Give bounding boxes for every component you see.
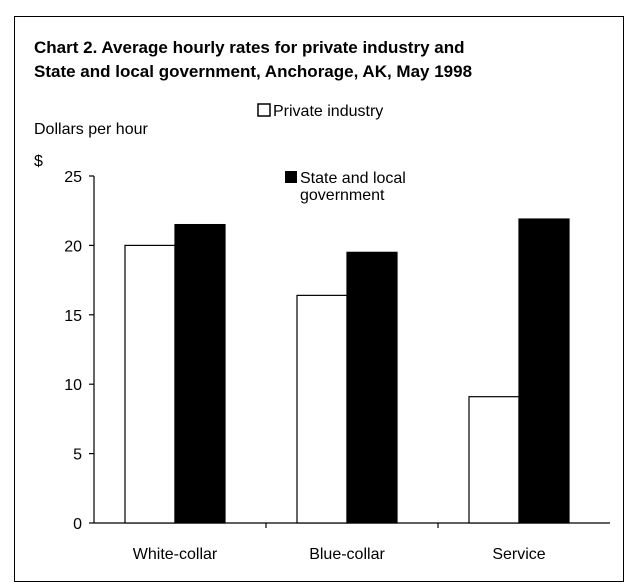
- chart-bars: [124, 218, 570, 524]
- y-axis-label: Dollars per hour: [34, 121, 149, 138]
- x-category-labels: White-collar Blue-collar Service: [133, 523, 546, 563]
- bar-state-local-government-white-collar: [174, 223, 226, 524]
- y-tick-label: 25: [64, 169, 82, 186]
- y-tick-label: 20: [64, 238, 82, 255]
- bar-private-industry-blue-collar: [296, 294, 348, 524]
- y-tick-label: 0: [73, 516, 82, 533]
- legend-label-government-line-2: government: [300, 187, 385, 204]
- bar-private-industry-service: [468, 396, 520, 524]
- y-tick-label: 10: [64, 377, 82, 394]
- y-tick-label: 5: [73, 447, 82, 464]
- chart-title-line-1: Chart 2. Average hourly rates for privat…: [34, 38, 464, 57]
- x-category-label: Blue-collar: [309, 546, 385, 563]
- bar-state-local-government-blue-collar: [346, 251, 398, 524]
- legend-label-government-line-1: State and local: [300, 170, 406, 187]
- chart-title-line-2: State and local government, Anchorage, A…: [34, 62, 472, 81]
- x-category-label: Service: [492, 546, 545, 563]
- y-ticks: 0 5 10 15 20 25: [64, 169, 94, 533]
- bar-state-local-government-service: [518, 218, 570, 524]
- y-tick-label: 15: [64, 308, 82, 325]
- bar-private-industry-white-collar: [124, 244, 176, 524]
- legend-swatch-government: [285, 171, 297, 183]
- legend-label-private: Private industry: [273, 103, 383, 120]
- y-axis-unit: $: [34, 153, 43, 170]
- x-category-label: White-collar: [133, 546, 218, 563]
- legend-swatch-private: [257, 103, 271, 117]
